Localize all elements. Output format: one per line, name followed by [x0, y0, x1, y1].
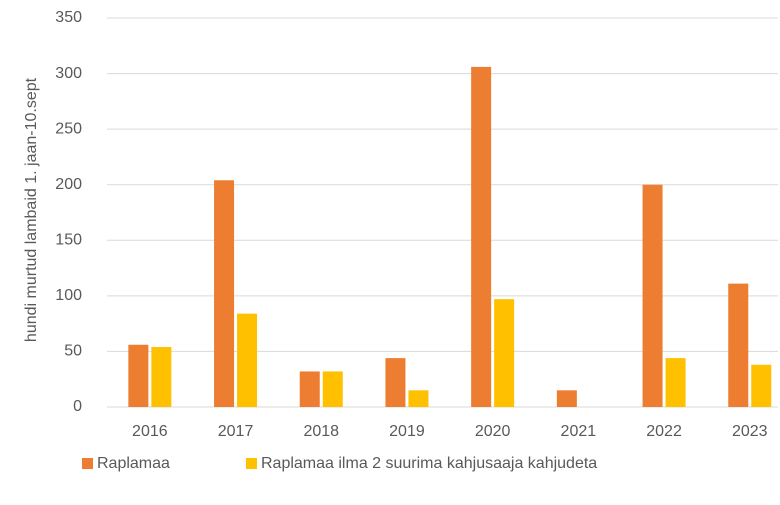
bar — [642, 184, 663, 407]
y-tick-label: 200 — [55, 176, 82, 193]
bar — [728, 283, 749, 407]
bar — [471, 66, 492, 407]
bar — [128, 344, 149, 407]
x-tick-label: 2017 — [218, 423, 254, 440]
x-tick-label: 2018 — [303, 423, 339, 440]
bar — [751, 364, 772, 407]
y-tick-label: 250 — [55, 120, 82, 137]
bar — [322, 371, 343, 407]
y-tick-label: 150 — [55, 232, 82, 249]
y-axis-label: hundi murtud lambaid 1. jaan-10.sept — [23, 77, 40, 342]
bar — [299, 371, 320, 407]
bar — [385, 358, 406, 407]
bar — [237, 313, 258, 407]
y-tick-label: 100 — [55, 287, 82, 304]
y-tick-label: 0 — [73, 398, 82, 415]
y-tick-label: 50 — [64, 343, 82, 360]
y-tick-label: 350 — [55, 9, 82, 26]
x-tick-label: 2021 — [561, 423, 597, 440]
legend-label: Raplamaa — [97, 455, 170, 472]
bar — [408, 390, 429, 407]
x-tick-label: 2019 — [389, 423, 425, 440]
bar — [214, 180, 235, 407]
legend-swatch — [246, 458, 257, 469]
x-tick-label: 2020 — [475, 423, 511, 440]
x-tick-label: 2022 — [646, 423, 682, 440]
legend-label: Raplamaa ilma 2 suurima kahjusaaja kahju… — [261, 455, 597, 472]
bar — [556, 390, 577, 407]
legend-swatch — [82, 458, 93, 469]
x-tick-label: 2023 — [732, 423, 768, 440]
x-tick-label: 2016 — [132, 423, 168, 440]
bar — [151, 346, 172, 407]
y-tick-label: 300 — [55, 65, 82, 82]
bar — [665, 358, 686, 407]
bar — [494, 299, 515, 407]
